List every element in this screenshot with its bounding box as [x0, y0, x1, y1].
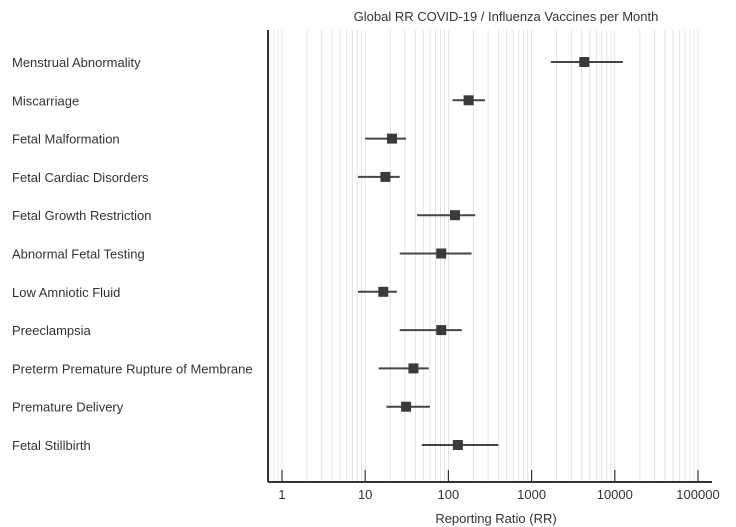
- x-tick-label: 100000: [676, 487, 719, 502]
- rr-point: [401, 401, 412, 412]
- category-label: Fetal Malformation: [12, 132, 120, 147]
- x-tick-label: 1000: [517, 487, 546, 502]
- category-label: Low Amniotic Fluid: [12, 285, 120, 300]
- rr-point: [408, 363, 419, 374]
- rr-point: [436, 248, 447, 259]
- grid-lines: [268, 30, 699, 482]
- category-labels: Menstrual Abnormality Miscarriage Fetal Ma…: [12, 55, 253, 453]
- x-axis-label: Reporting Ratio (RR): [435, 511, 556, 526]
- axes: [267, 30, 712, 483]
- x-tick-label: 1: [278, 487, 285, 502]
- category-label: Preterm Premature Rupture of Membrane: [12, 361, 253, 376]
- rr-point: [452, 440, 463, 450]
- category-label: Fetal Cardiac Disorders: [12, 170, 149, 185]
- category-label: Fetal Stillbirth: [12, 438, 91, 453]
- category-label: Miscarriage: [12, 93, 79, 108]
- x-tick-label: 10: [358, 487, 372, 502]
- category-label: Menstrual Abnormality: [12, 55, 141, 70]
- rr-point: [579, 57, 590, 67]
- category-label: Premature Delivery: [12, 400, 124, 415]
- chart-title: Global RR COVID-19 / Influenza Vaccines …: [354, 9, 659, 24]
- x-tick-label: 10000: [597, 487, 633, 502]
- x-ticks: 1 10 100 1000 10000 100000: [278, 470, 720, 502]
- rr-point: [378, 286, 389, 297]
- category-label: Preeclampsia: [12, 323, 92, 338]
- rr-point: [387, 133, 398, 144]
- rr-point: [380, 171, 391, 182]
- rr-point: [436, 325, 447, 336]
- category-label: Fetal Growth Restriction: [12, 208, 151, 223]
- rr-point: [449, 210, 460, 221]
- category-label: Abnormal Fetal Testing: [12, 247, 145, 262]
- data-marks: [358, 57, 623, 450]
- x-tick-label: 100: [438, 487, 460, 502]
- rr-point: [463, 95, 474, 106]
